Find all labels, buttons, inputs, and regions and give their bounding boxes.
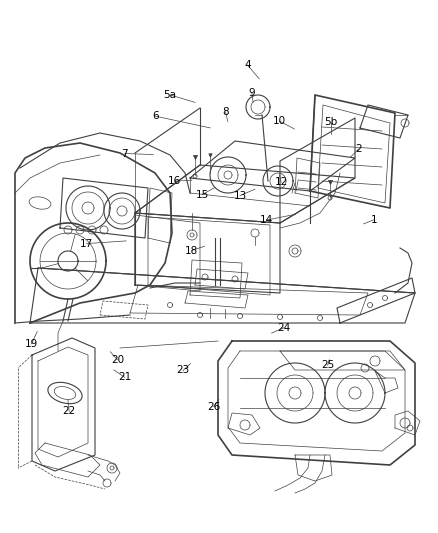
Text: 25: 25 [321, 360, 334, 370]
Text: 7: 7 [121, 149, 128, 158]
Text: 19: 19 [25, 339, 38, 349]
Text: 22: 22 [63, 407, 76, 416]
Text: 14: 14 [260, 215, 273, 225]
Text: 8: 8 [222, 107, 229, 117]
Text: 12: 12 [275, 177, 288, 187]
Text: 1: 1 [371, 215, 378, 224]
Text: 5b: 5b [324, 117, 337, 126]
Text: 21: 21 [118, 373, 131, 382]
Text: 13: 13 [233, 191, 247, 200]
Text: 4: 4 [244, 60, 251, 70]
Text: 20: 20 [111, 355, 124, 365]
Text: 18: 18 [185, 246, 198, 255]
Text: 15: 15 [196, 190, 209, 199]
Text: 2: 2 [355, 144, 362, 154]
Text: 5a: 5a [163, 90, 177, 100]
Text: 9: 9 [248, 88, 255, 98]
Text: 16: 16 [168, 176, 181, 186]
Text: 6: 6 [152, 111, 159, 121]
Text: 26: 26 [207, 402, 220, 411]
Text: 24: 24 [277, 323, 290, 333]
Text: 23: 23 [177, 366, 190, 375]
Text: 17: 17 [80, 239, 93, 248]
Text: 10: 10 [273, 116, 286, 126]
